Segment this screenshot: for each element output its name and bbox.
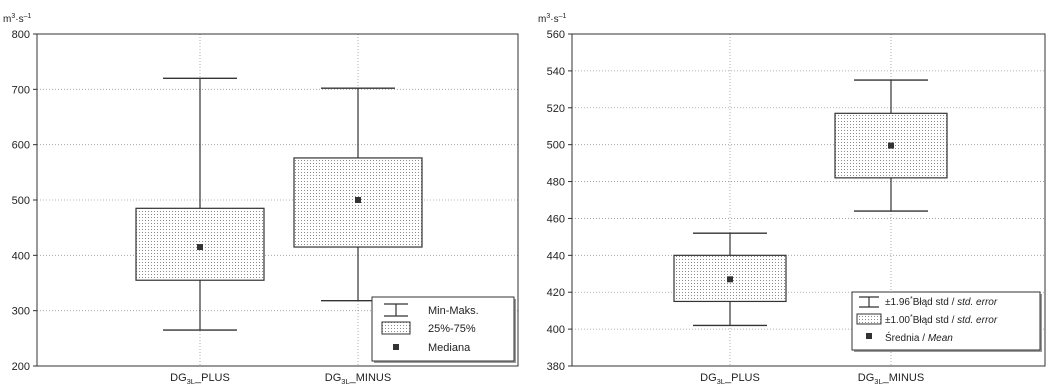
right-chart: 380 400 420 440 460 480 500 520 540 560 m3·s–1 DG3L…: [538, 13, 1046, 386]
axis-frame: [36, 33, 519, 367]
axis-frame: [571, 33, 1046, 367]
y-tick-label: 300: [12, 306, 30, 318]
legend-box-icon: [381, 321, 411, 335]
y-tick-label: 420: [547, 287, 565, 299]
y-tick-label: 200: [12, 361, 30, 373]
legend-label: Średnia / Mean: [885, 331, 953, 344]
y-unit-label: m3·s–1: [3, 13, 31, 25]
box-group: [673, 232, 787, 327]
left-chart: 200 300 400 500 600 700 800 m3·s–1 DG3L_PLUS DG3L…: [3, 13, 519, 386]
center-marker: [197, 244, 203, 251]
y-tick-label: 380: [547, 361, 565, 373]
legend-label: 25%-75%: [428, 323, 476, 335]
y-tick-label: 480: [547, 177, 565, 189]
y-tick-label: 500: [547, 140, 565, 152]
y-unit-label: m3·s–1: [538, 13, 566, 25]
x-category-label: DG3L_PLUS: [170, 372, 230, 386]
legend-box: [851, 291, 1041, 351]
center-marker: [355, 197, 361, 203]
box-group: [135, 77, 265, 331]
legend-label: Mediana: [428, 342, 471, 354]
center-marker: [727, 276, 733, 283]
y-tick-label: 520: [547, 103, 565, 115]
x-category-label: DG3L_MINUS: [858, 372, 924, 386]
x-category-label: DG3L_MINUS: [325, 372, 391, 386]
legend-marker-icon: [393, 344, 399, 350]
y-tick-label: 800: [12, 29, 30, 41]
y-tick-label: 540: [547, 66, 565, 78]
x-category-label: DG3L_PLUS: [700, 372, 760, 386]
legend-label: ±1.00*Błąd std / std. error: [885, 314, 998, 326]
legend-label: Min-Maks.: [428, 305, 479, 317]
y-tick-label: 440: [547, 250, 565, 262]
center-marker: [888, 142, 894, 149]
y-tick-label: 600: [12, 140, 30, 152]
y-tick-label: 400: [12, 250, 30, 262]
y-tick-label: 400: [547, 324, 565, 336]
y-tick-label: 460: [547, 213, 565, 225]
y-tick-label: 700: [12, 84, 30, 96]
legend-marker-icon: [866, 333, 872, 339]
box-group: [834, 79, 948, 212]
legend-label: ±1.96*Błąd std / std. error: [885, 296, 998, 308]
box-group: [293, 87, 423, 302]
legend-box-icon: [856, 313, 882, 325]
y-tick-label: 500: [12, 195, 30, 207]
legend: Min-Maks. 25%-75% Mediana: [371, 296, 516, 363]
legend: ±1.96*Błąd std / std. error ±1.00*Błąd st…: [851, 291, 1042, 352]
y-tick-label: 560: [547, 29, 565, 41]
